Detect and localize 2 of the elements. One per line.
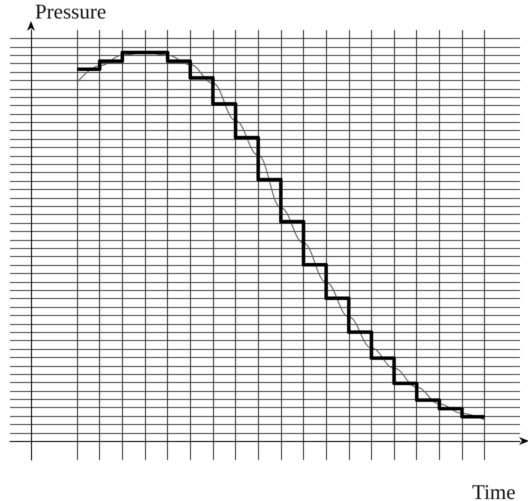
y-axis-title: Pressure [35,0,106,24]
x-axis-title: Time [472,480,516,501]
